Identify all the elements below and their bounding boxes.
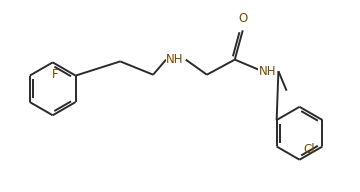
Text: NH: NH — [166, 53, 184, 66]
Text: NH: NH — [259, 65, 276, 78]
Text: O: O — [238, 12, 247, 25]
Text: F: F — [52, 68, 59, 81]
Text: Cl: Cl — [303, 143, 315, 156]
